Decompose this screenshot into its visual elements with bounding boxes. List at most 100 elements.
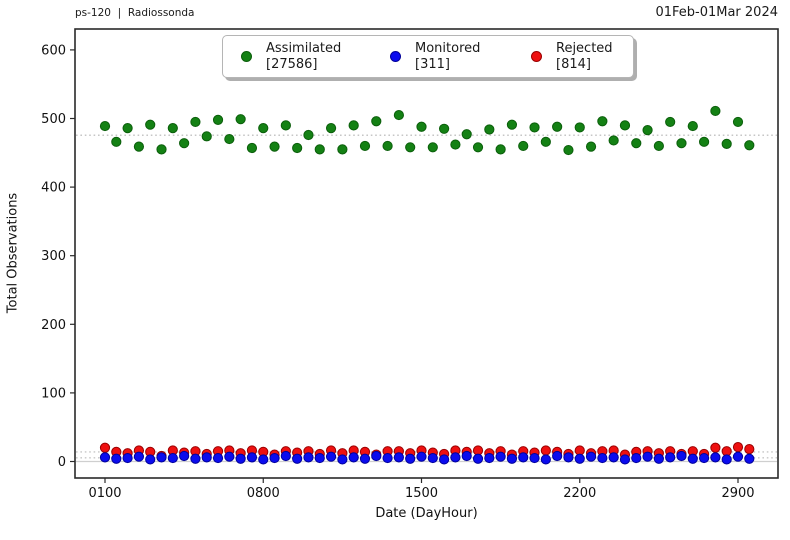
point-assimilated <box>450 139 461 150</box>
y-tick-label: 200 <box>41 318 66 333</box>
point-monitored <box>348 452 359 463</box>
point-monitored <box>631 452 642 464</box>
point-assimilated <box>179 138 190 149</box>
y-axis-label: Total Observations <box>5 192 21 314</box>
y-tick-label: 300 <box>41 249 66 264</box>
point-assimilated <box>540 136 551 147</box>
point-monitored <box>145 454 156 465</box>
point-monitored <box>427 452 438 464</box>
legend-text-monitored: Monitored [311] <box>415 41 480 73</box>
x-axis-label: Date (DayHour) <box>375 506 478 521</box>
point-assimilated <box>325 123 337 134</box>
point-monitored <box>484 452 495 464</box>
point-monitored <box>563 452 574 463</box>
point-monitored <box>156 452 167 463</box>
point-monitored <box>314 452 325 464</box>
point-assimilated <box>642 125 653 136</box>
point-monitored <box>292 453 303 464</box>
point-assimilated <box>337 144 348 155</box>
point-assimilated <box>269 141 280 152</box>
y-tick-label: 100 <box>41 386 66 401</box>
point-assimilated <box>235 114 246 125</box>
point-assimilated <box>484 124 495 135</box>
point-monitored <box>224 451 235 462</box>
point-monitored <box>450 452 461 463</box>
point-assimilated <box>111 136 122 147</box>
point-rejected <box>744 444 755 455</box>
point-monitored <box>201 452 212 463</box>
point-monitored <box>359 453 371 464</box>
point-assimilated <box>518 140 529 152</box>
point-assimilated <box>280 120 291 131</box>
point-monitored <box>235 453 246 464</box>
point-assimilated <box>212 114 224 125</box>
point-assimilated <box>382 140 393 152</box>
x-tick-label: 0100 <box>88 486 121 501</box>
point-monitored <box>744 453 755 464</box>
point-assimilated <box>246 142 258 154</box>
point-assimilated <box>292 142 303 154</box>
point-assimilated <box>167 123 178 134</box>
y-tick-label: 0 <box>58 455 66 470</box>
x-tick-label: 1500 <box>405 486 438 501</box>
point-monitored <box>518 452 529 463</box>
point-monitored <box>732 451 744 462</box>
x-tick-label: 2200 <box>563 486 596 501</box>
point-assimilated <box>156 144 167 155</box>
point-assimilated <box>439 123 450 134</box>
point-monitored <box>190 453 201 464</box>
legend-label: Rejected <box>556 40 613 56</box>
point-assimilated <box>258 123 269 134</box>
legend-marker-monitored-icon <box>390 51 401 62</box>
point-monitored <box>99 452 111 463</box>
y-tick-label: 600 <box>41 43 66 58</box>
point-monitored <box>552 450 563 462</box>
point-monitored <box>122 452 133 464</box>
point-rejected <box>710 442 721 453</box>
point-monitored <box>382 452 393 464</box>
point-monitored <box>665 452 676 463</box>
point-monitored <box>472 453 484 464</box>
point-monitored <box>416 451 427 462</box>
point-monitored <box>325 451 337 462</box>
point-monitored <box>461 450 472 462</box>
point-assimilated <box>552 121 563 132</box>
point-assimilated <box>314 144 325 155</box>
legend-count: [311] <box>415 56 450 72</box>
point-monitored <box>698 452 710 464</box>
point-rejected <box>540 445 551 456</box>
point-assimilated <box>393 109 404 121</box>
legend-marker-rejected-icon <box>531 51 542 62</box>
point-assimilated <box>416 121 427 132</box>
point-monitored <box>258 454 269 465</box>
legend: Assimilated [27586] Monitored [311] Reject… <box>222 35 634 78</box>
point-monitored <box>393 452 404 463</box>
point-assimilated <box>597 116 608 127</box>
point-assimilated <box>653 140 664 152</box>
point-assimilated <box>303 129 314 141</box>
point-assimilated <box>472 142 484 153</box>
point-monitored <box>687 453 698 464</box>
legend-item-monitored: Monitored [311] <box>390 36 480 77</box>
point-monitored <box>710 452 721 463</box>
point-assimilated <box>133 141 145 152</box>
point-monitored <box>529 452 540 464</box>
point-monitored <box>585 451 597 462</box>
point-monitored <box>269 452 280 464</box>
point-assimilated <box>563 144 574 156</box>
point-monitored <box>653 453 664 464</box>
point-assimilated <box>495 144 506 155</box>
point-assimilated <box>461 129 472 140</box>
y-tick-label: 400 <box>41 181 66 196</box>
point-monitored <box>506 453 518 464</box>
x-tick-label: 0800 <box>247 486 280 501</box>
point-assimilated <box>359 140 371 152</box>
point-monitored <box>676 450 687 462</box>
point-assimilated <box>732 116 744 128</box>
point-assimilated <box>427 142 438 153</box>
point-monitored <box>495 451 506 462</box>
y-tick-label: 500 <box>41 112 66 127</box>
legend-text-rejected: Rejected [814] <box>556 41 613 73</box>
point-assimilated <box>224 133 235 145</box>
legend-label: Assimilated <box>266 40 342 56</box>
